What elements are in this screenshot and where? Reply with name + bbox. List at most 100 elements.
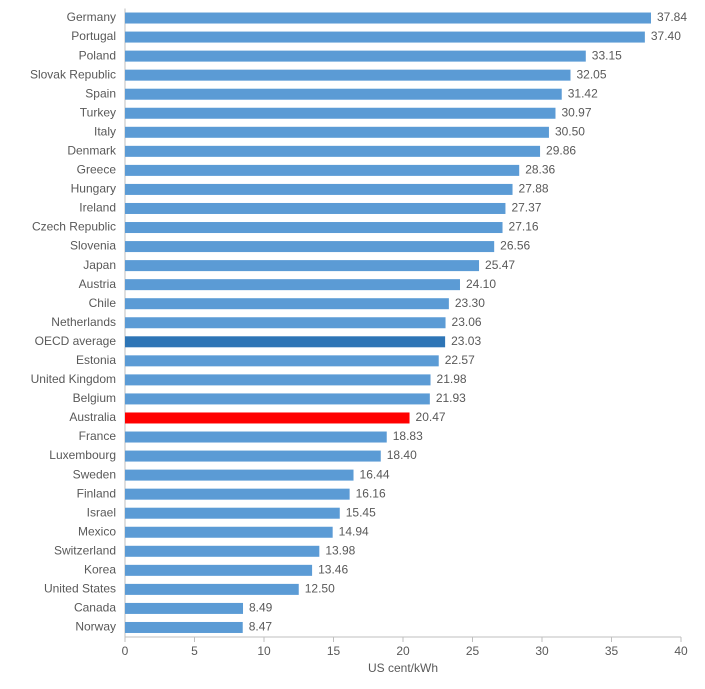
value-label: 27.16 bbox=[509, 220, 539, 234]
bar bbox=[125, 564, 313, 576]
y-tick-label: Finland bbox=[77, 486, 116, 500]
value-label: 28.36 bbox=[525, 163, 555, 177]
bar bbox=[125, 602, 244, 614]
bar bbox=[125, 202, 506, 214]
y-tick-label: Greece bbox=[77, 163, 117, 177]
y-tick-label: United Kingdom bbox=[31, 372, 116, 386]
y-tick-label: Chile bbox=[89, 296, 117, 310]
bar bbox=[125, 107, 556, 119]
y-tick-label: Turkey bbox=[80, 105, 116, 119]
y-tick-label: France bbox=[79, 429, 117, 443]
bar bbox=[125, 31, 645, 43]
y-tick-label: OECD average bbox=[35, 334, 117, 348]
bar bbox=[125, 317, 446, 329]
y-tick-label: Germany bbox=[67, 10, 116, 24]
value-label: 13.98 bbox=[325, 543, 355, 557]
y-tick-label: Japan bbox=[83, 258, 116, 272]
bar bbox=[125, 145, 541, 157]
bar bbox=[125, 298, 449, 310]
y-tick-label: Sweden bbox=[73, 467, 116, 481]
value-label: 37.84 bbox=[657, 10, 687, 24]
bar bbox=[125, 545, 320, 557]
bar bbox=[125, 241, 495, 253]
bar bbox=[125, 507, 340, 519]
value-label: 20.47 bbox=[416, 410, 446, 424]
value-label: 37.40 bbox=[651, 29, 681, 43]
value-label: 15.45 bbox=[346, 505, 376, 519]
x-tick-label: 15 bbox=[327, 644, 341, 658]
value-label: 23.03 bbox=[451, 334, 481, 348]
value-label: 27.37 bbox=[511, 201, 541, 215]
value-label: 32.05 bbox=[576, 67, 606, 81]
bar bbox=[125, 526, 333, 538]
y-tick-label: Canada bbox=[74, 601, 116, 615]
y-tick-label: Estonia bbox=[76, 353, 116, 367]
value-label: 12.50 bbox=[305, 582, 335, 596]
value-label: 14.94 bbox=[339, 524, 369, 538]
y-tick-label: Slovenia bbox=[70, 239, 116, 253]
y-tick-label: Switzerland bbox=[54, 543, 116, 557]
y-tick-label: Netherlands bbox=[51, 315, 116, 329]
y-tick-label: Poland bbox=[79, 48, 116, 62]
x-tick-label: 35 bbox=[605, 644, 619, 658]
bar bbox=[125, 374, 431, 386]
y-tick-label: Portugal bbox=[71, 29, 116, 43]
value-label: 22.57 bbox=[445, 353, 475, 367]
value-label: 31.42 bbox=[568, 86, 598, 100]
bar bbox=[125, 126, 549, 138]
bar bbox=[125, 621, 243, 633]
value-label: 26.56 bbox=[500, 239, 530, 253]
x-tick-label: 25 bbox=[466, 644, 480, 658]
bar bbox=[125, 183, 513, 195]
x-tick-label: 40 bbox=[674, 644, 688, 658]
y-tick-label: Italy bbox=[94, 124, 116, 138]
y-tick-label: Mexico bbox=[78, 524, 116, 538]
x-axis-label: US cent/kWh bbox=[368, 661, 438, 675]
value-label: 23.06 bbox=[452, 315, 482, 329]
y-tick-label: Israel bbox=[87, 505, 116, 519]
value-label: 18.40 bbox=[387, 448, 417, 462]
value-label: 27.88 bbox=[519, 182, 549, 196]
bar bbox=[125, 450, 381, 462]
y-tick-label: Belgium bbox=[73, 391, 116, 405]
value-label: 23.30 bbox=[455, 296, 485, 310]
bar bbox=[125, 69, 571, 81]
y-tick-label: Korea bbox=[84, 563, 116, 577]
value-label: 8.49 bbox=[249, 601, 273, 615]
y-tick-label: Hungary bbox=[71, 182, 116, 196]
y-tick-label: Czech Republic bbox=[32, 220, 116, 234]
bar bbox=[125, 393, 430, 405]
x-tick-label: 10 bbox=[257, 644, 271, 658]
y-tick-label: Austria bbox=[79, 277, 117, 291]
bar bbox=[125, 88, 562, 100]
value-label: 25.47 bbox=[485, 258, 515, 272]
bar bbox=[125, 12, 651, 24]
value-label: 33.15 bbox=[592, 48, 622, 62]
value-label: 29.86 bbox=[546, 144, 576, 158]
bar bbox=[125, 336, 446, 348]
bar bbox=[125, 50, 586, 62]
bar bbox=[125, 431, 387, 443]
x-tick-label: 20 bbox=[396, 644, 410, 658]
bar bbox=[125, 469, 354, 481]
bar bbox=[125, 412, 410, 424]
y-tick-label: Ireland bbox=[79, 201, 116, 215]
y-tick-label: Slovak Republic bbox=[30, 67, 116, 81]
y-tick-label: Australia bbox=[69, 410, 116, 424]
value-label: 16.44 bbox=[360, 467, 390, 481]
x-tick-label: 30 bbox=[535, 644, 549, 658]
y-tick-label: Norway bbox=[75, 620, 116, 634]
value-label: 30.50 bbox=[555, 124, 585, 138]
value-label: 18.83 bbox=[393, 429, 423, 443]
x-tick-label: 5 bbox=[191, 644, 198, 658]
value-label: 13.46 bbox=[318, 563, 348, 577]
bar bbox=[125, 355, 439, 367]
value-label: 21.98 bbox=[437, 372, 467, 386]
x-tick-label: 0 bbox=[122, 644, 129, 658]
bar bbox=[125, 164, 520, 176]
value-label: 21.93 bbox=[436, 391, 466, 405]
value-label: 30.97 bbox=[561, 105, 591, 119]
bar bbox=[125, 279, 460, 291]
y-tick-label: Luxembourg bbox=[49, 448, 116, 462]
